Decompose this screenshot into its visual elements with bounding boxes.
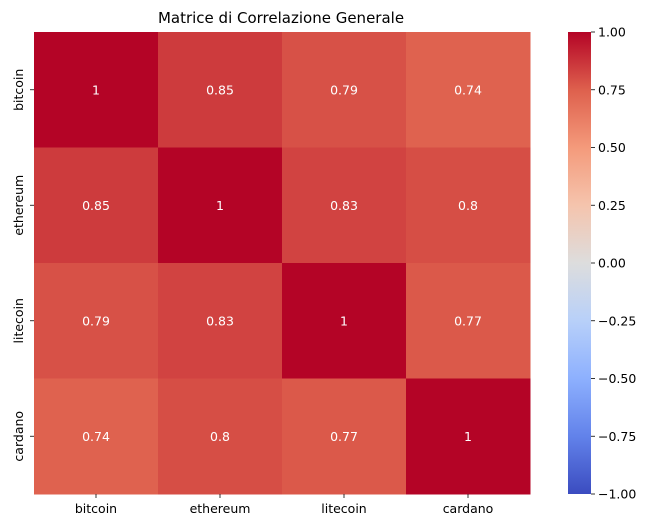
heatmap-cell-cardano-litecoin xyxy=(282,378,407,495)
colorbar-gradient xyxy=(568,32,591,494)
x-tick-label: cardano xyxy=(443,501,494,516)
y-tick-label: bitcoin xyxy=(11,69,26,111)
cell-value-label: 0.85 xyxy=(82,198,110,213)
heatmap-cell-ethereum-cardano xyxy=(406,147,531,264)
cell-value-label: 0.79 xyxy=(82,313,110,328)
colorbar-tick-label: 0.00 xyxy=(598,256,626,271)
cell-value-label: 0.85 xyxy=(206,82,234,97)
x-tick-label: litecoin xyxy=(321,501,366,516)
cell-value-label: 1 xyxy=(92,82,100,97)
y-tick-label: ethereum xyxy=(11,175,26,236)
x-axis: bitcoin ethereum litecoin cardano xyxy=(75,494,493,516)
cell-value-label: 1 xyxy=(464,429,472,444)
heatmap-cell-ethereum-ethereum xyxy=(158,147,283,264)
heatmap-cell-litecoin-cardano xyxy=(406,263,531,379)
heatmap-cell-litecoin-bitcoin xyxy=(34,263,159,379)
heatmap-cell-ethereum-bitcoin xyxy=(34,147,159,264)
heatmap-cell-cardano-bitcoin xyxy=(34,378,159,495)
cell-value-label: 0.74 xyxy=(454,82,482,97)
cell-value-label: 1 xyxy=(340,313,348,328)
heatmap-cell-ethereum-litecoin xyxy=(282,147,407,264)
x-tick-label: ethereum xyxy=(190,501,251,516)
colorbar-tick-label: −1.00 xyxy=(598,487,636,502)
y-tick-label: litecoin xyxy=(11,298,26,343)
colorbar-tick-label: −0.50 xyxy=(598,371,636,386)
colorbar-tick-label: −0.75 xyxy=(598,429,636,444)
heatmap-cell-bitcoin-litecoin xyxy=(282,32,407,148)
cell-value-label: 1 xyxy=(216,198,224,213)
colorbar-tick-label: −0.25 xyxy=(598,313,636,328)
colorbar-tick-label: 1.00 xyxy=(598,25,626,40)
y-axis: bitcoin ethereum litecoin cardano xyxy=(11,69,34,462)
cell-value-label: 0.77 xyxy=(454,313,482,328)
heatmap-cell-bitcoin-ethereum xyxy=(158,32,283,148)
colorbar-tick-label: 0.25 xyxy=(598,198,626,213)
colorbar-tick-label: 0.75 xyxy=(598,82,626,97)
heatmap-cell-cardano-cardano xyxy=(406,378,531,495)
y-tick-label: cardano xyxy=(11,411,26,462)
heatmap-cell-litecoin-litecoin xyxy=(282,263,407,379)
cell-value-label: 0.74 xyxy=(82,429,110,444)
colorbar-tick-label: 0.50 xyxy=(598,140,626,155)
heatmap-cells: 1 0.85 0.79 0.74 0.85 1 0.83 0.8 0.79 0.83 1 0.77 0.… xyxy=(34,32,531,495)
heatmap-cell-bitcoin-bitcoin xyxy=(34,32,159,148)
cell-value-label: 0.79 xyxy=(330,82,358,97)
heatmap-cell-bitcoin-cardano xyxy=(406,32,531,148)
colorbar: 1.00 0.75 0.50 0.25 0.00 −0.25 −0.50 −0.75 −1.00 xyxy=(568,25,636,502)
cell-value-label: 0.8 xyxy=(458,198,478,213)
cell-value-label: 0.83 xyxy=(330,198,358,213)
cell-value-label: 0.8 xyxy=(210,429,230,444)
x-tick-label: bitcoin xyxy=(75,501,117,516)
cell-value-label: 0.77 xyxy=(330,429,358,444)
heatmap-cell-litecoin-ethereum xyxy=(158,263,283,379)
chart-title: Matrice di Correlazione Generale xyxy=(158,9,404,27)
cell-value-label: 0.83 xyxy=(206,313,234,328)
heatmap-cell-cardano-ethereum xyxy=(158,378,283,495)
